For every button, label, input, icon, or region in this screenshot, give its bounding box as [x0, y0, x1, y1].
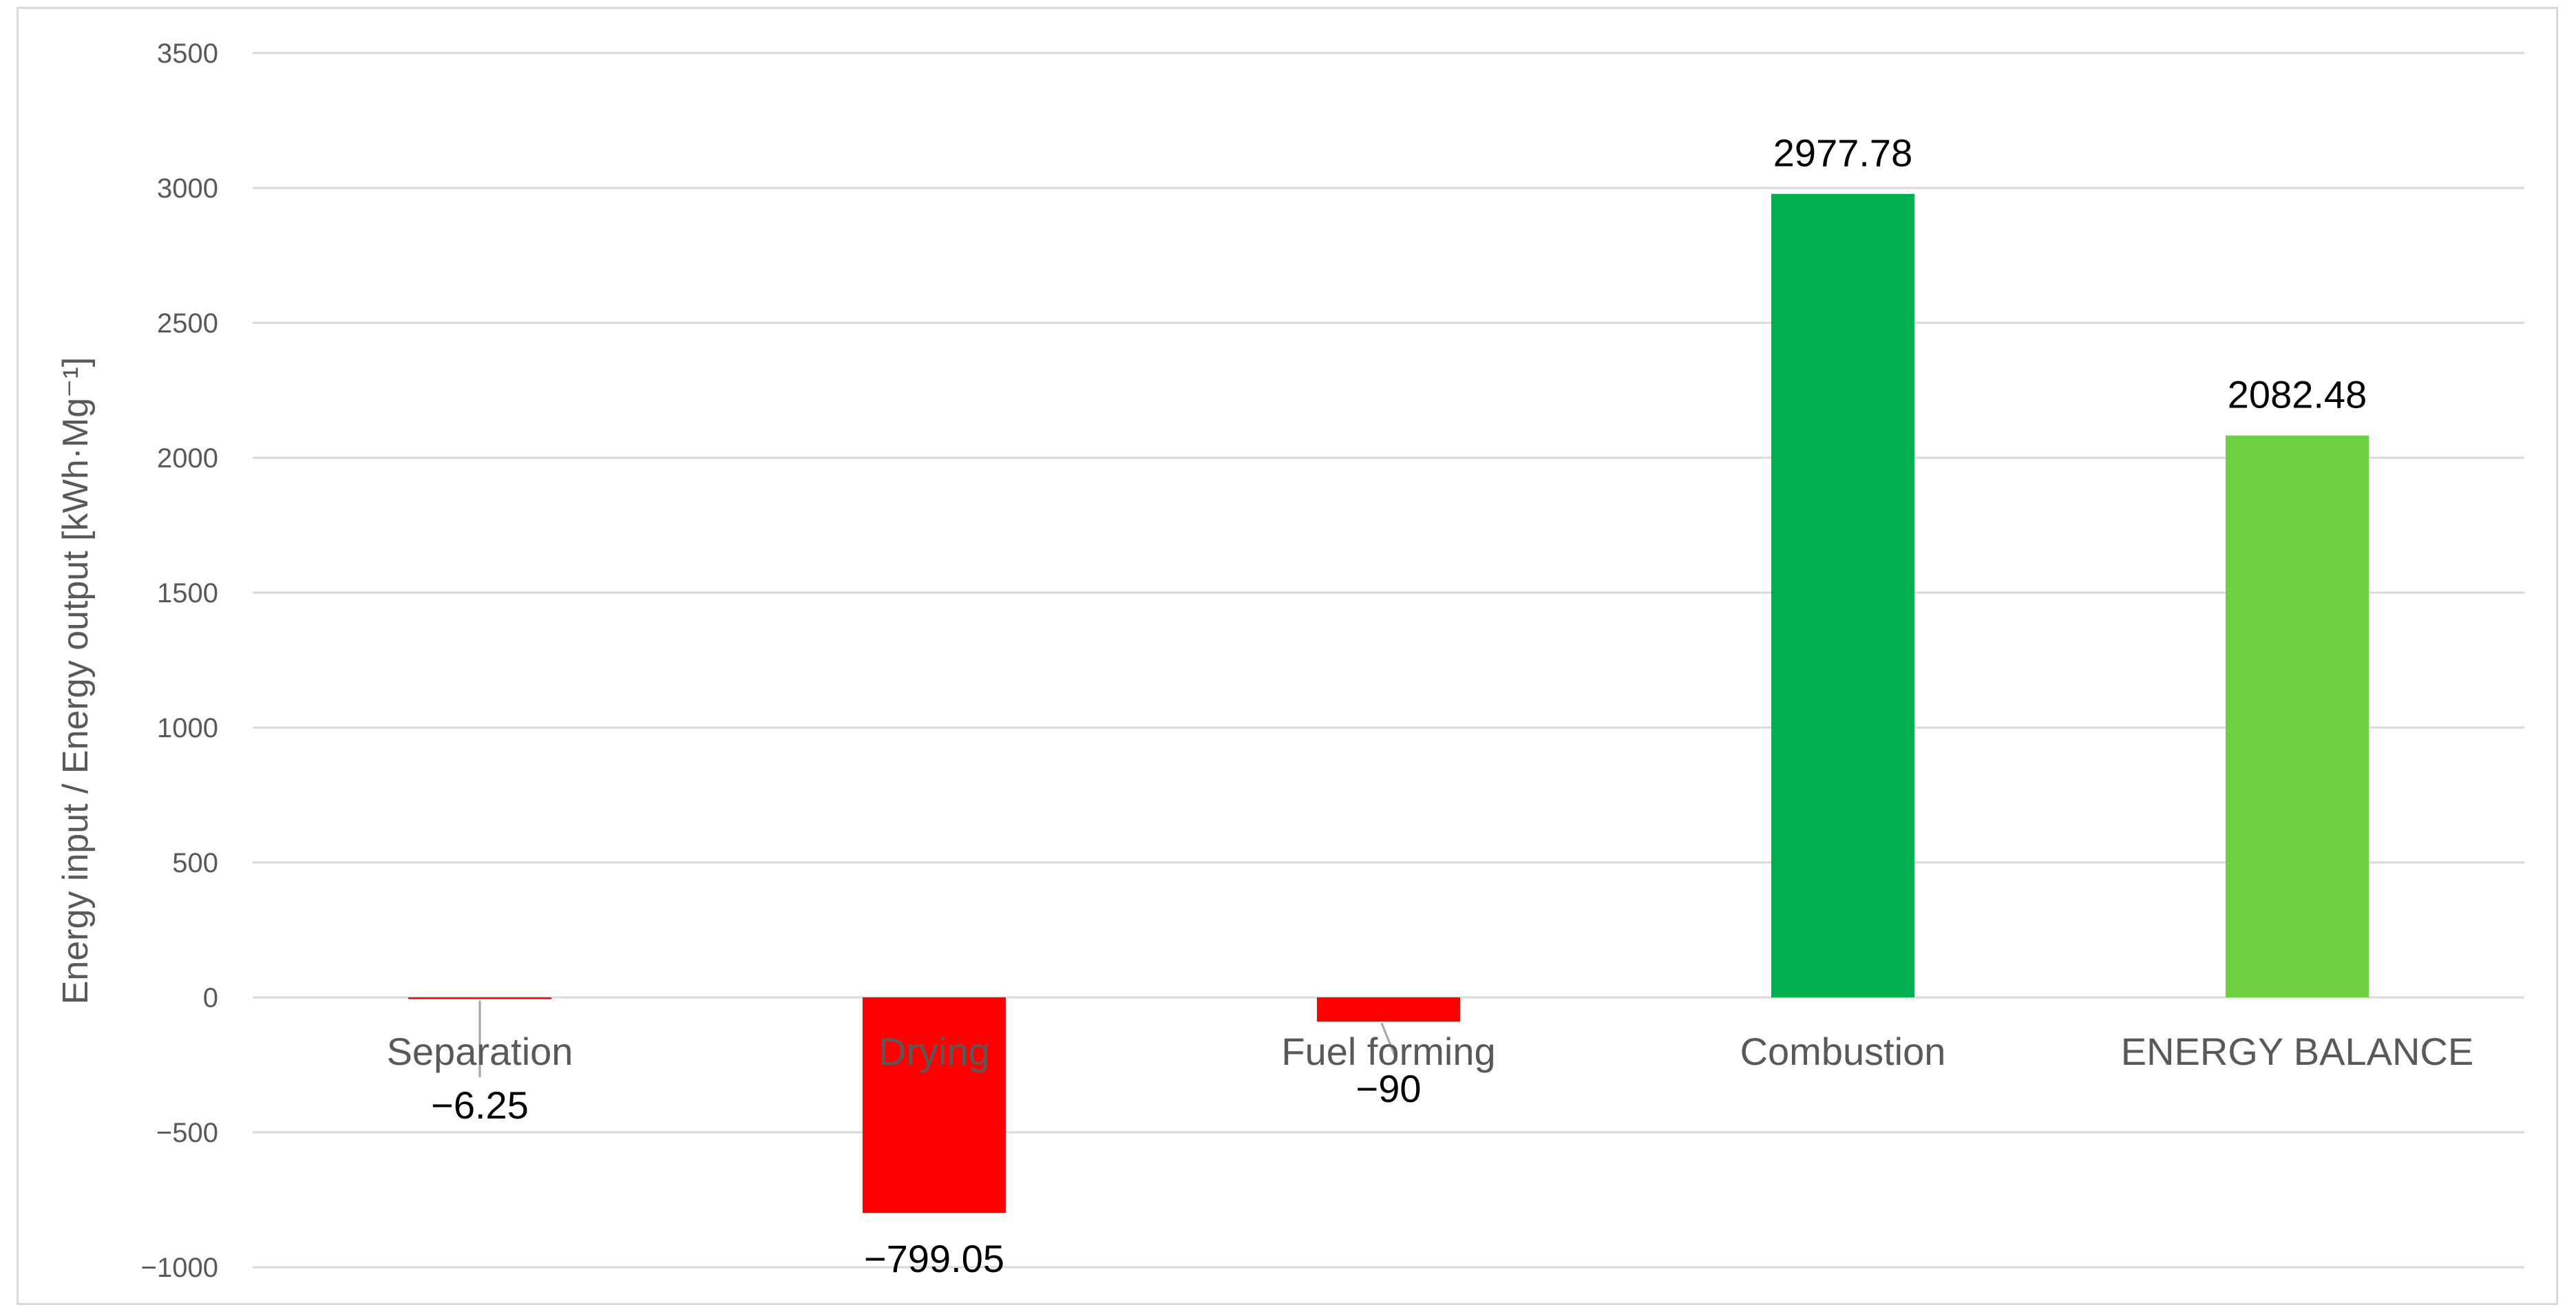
- gridlines: [253, 52, 2524, 1269]
- data-label: 2082.48: [2228, 373, 2367, 416]
- y-axis-ticks: −1000 −500 0 500 1000 1500 2000 2500 3000 3500: [141, 39, 218, 1283]
- y-tick-label: 3000: [157, 173, 218, 204]
- leader-line: [1380, 1022, 1398, 1061]
- category-label: Fuel forming: [1281, 1030, 1495, 1073]
- bar-chart: −1000 −500 0 500 1000 1500 2000 2500 3000 3500 Se…: [56, 39, 2524, 1283]
- bar-combustion: [1771, 193, 1914, 998]
- category-label: ENERGY BALANCE: [2121, 1030, 2473, 1073]
- category-label: Separation: [387, 1030, 573, 1073]
- y-tick-label: 1000: [157, 713, 218, 743]
- y-tick-label: 1500: [157, 578, 218, 608]
- category-label: Combustion: [1740, 1030, 1946, 1073]
- y-tick-label: 500: [172, 848, 218, 878]
- data-label: −90: [1356, 1067, 1422, 1110]
- leader-lines: [478, 1000, 1398, 1077]
- y-tick-label: 2000: [157, 443, 218, 474]
- data-label: −799.05: [864, 1237, 1004, 1280]
- bar-energy-balance: [2226, 435, 2369, 997]
- y-axis-title: Energy input / Energy output [kWh·Mg⁻¹]: [56, 357, 96, 1005]
- y-tick-label: −1000: [141, 1253, 218, 1283]
- bars: [408, 193, 2369, 1214]
- category-label: Drying: [878, 1030, 990, 1073]
- bar-fuel-forming: [1317, 997, 1460, 1022]
- bar-separation: [408, 997, 551, 999]
- chart-frame: −1000 −500 0 500 1000 1500 2000 2500 3000 3500 Se…: [17, 7, 2558, 1305]
- y-tick-label: 0: [203, 983, 218, 1013]
- data-label: −6.25: [431, 1083, 529, 1127]
- bar-drying: [863, 997, 1006, 1214]
- y-tick-label: 3500: [157, 39, 218, 69]
- data-label: 2977.78: [1773, 131, 1912, 175]
- y-tick-label: 2500: [157, 308, 218, 339]
- data-labels: −6.25 −799.05 −90 2977.78 2082.48: [431, 131, 2367, 1281]
- y-tick-label: −500: [156, 1118, 218, 1148]
- x-axis-category-labels: Separation Drying Fuel forming Combustion EN…: [387, 1030, 2474, 1073]
